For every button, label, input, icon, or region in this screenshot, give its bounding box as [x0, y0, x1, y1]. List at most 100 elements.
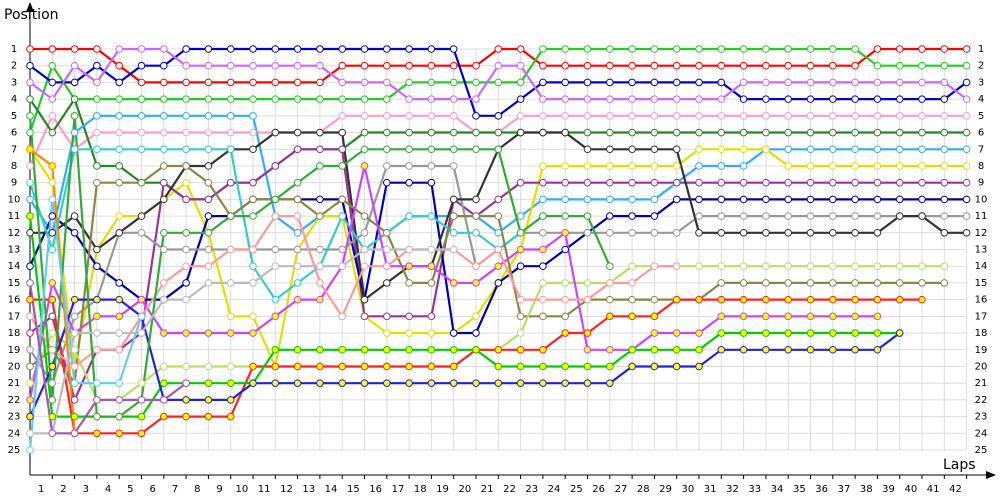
point — [338, 145, 347, 154]
x-tick-label: 6 — [149, 484, 155, 495]
point — [70, 228, 79, 237]
point — [717, 45, 726, 53]
x-axis-arrow — [986, 471, 996, 479]
point — [48, 329, 57, 337]
point — [137, 312, 146, 321]
point — [962, 128, 971, 137]
point — [249, 61, 257, 70]
point — [695, 162, 703, 170]
point — [405, 329, 413, 337]
point — [851, 95, 859, 103]
point — [539, 95, 547, 103]
point — [851, 45, 859, 53]
point — [383, 95, 391, 103]
point — [516, 95, 525, 103]
point — [182, 162, 190, 170]
point — [539, 178, 547, 187]
point — [829, 95, 837, 103]
point — [293, 279, 302, 287]
point — [405, 379, 413, 387]
x-tick-label: 20 — [458, 484, 471, 495]
point — [895, 295, 904, 304]
point — [115, 412, 123, 421]
y-tick-label-right: 11 — [975, 211, 988, 222]
point — [249, 245, 257, 254]
point — [784, 212, 793, 220]
point — [516, 212, 525, 220]
point — [873, 112, 882, 120]
point — [293, 61, 302, 70]
point — [895, 61, 904, 70]
point — [829, 312, 837, 321]
y-tick-label: 21 — [8, 378, 21, 389]
markers — [26, 45, 971, 454]
point — [717, 95, 726, 103]
point — [829, 279, 837, 287]
point — [784, 78, 793, 87]
point — [561, 78, 570, 87]
point — [784, 61, 793, 70]
point — [829, 61, 837, 70]
point — [226, 178, 235, 187]
x-tick-label: 10 — [235, 484, 248, 495]
point — [628, 45, 636, 53]
point — [405, 128, 413, 137]
y-tick-label-right: 1 — [978, 44, 984, 55]
point — [918, 95, 926, 103]
point — [293, 245, 302, 254]
point — [204, 262, 213, 271]
point — [338, 45, 347, 53]
point — [695, 112, 703, 120]
point — [628, 61, 636, 70]
point — [895, 45, 904, 53]
point — [449, 128, 458, 137]
point — [26, 345, 34, 354]
point — [115, 95, 123, 103]
point — [249, 329, 257, 337]
point — [494, 228, 503, 237]
point — [293, 178, 302, 187]
y-tick-label: 3 — [11, 77, 17, 88]
point — [93, 145, 101, 154]
y-tick-label: 16 — [8, 295, 21, 306]
point — [249, 45, 257, 53]
y-tick-label: 9 — [11, 178, 17, 189]
point — [606, 78, 614, 87]
point — [650, 262, 659, 271]
point — [427, 61, 436, 70]
point — [316, 295, 324, 304]
point — [26, 362, 34, 371]
point — [695, 329, 703, 337]
point — [672, 362, 681, 371]
x-tick-label: 42 — [949, 484, 962, 495]
y-tick-label: 2 — [11, 61, 17, 72]
point — [672, 262, 681, 271]
y-tick-label-right: 20 — [975, 361, 988, 372]
point — [628, 262, 636, 271]
x-tick-label: 8 — [194, 484, 200, 495]
point — [784, 295, 793, 304]
y-tick-label: 12 — [8, 228, 21, 239]
point — [940, 61, 949, 70]
point — [851, 279, 859, 287]
point — [962, 61, 971, 70]
point — [293, 295, 302, 304]
point — [293, 379, 302, 387]
point — [204, 45, 213, 53]
point — [895, 78, 904, 87]
point — [226, 412, 235, 421]
point — [472, 212, 480, 220]
point — [427, 345, 436, 354]
point — [494, 195, 503, 204]
point — [829, 45, 837, 53]
point — [70, 61, 79, 70]
y-tick-label-right: 17 — [975, 311, 988, 322]
point — [561, 212, 570, 220]
point — [561, 279, 570, 287]
point — [606, 345, 614, 354]
x-tick-label: 11 — [258, 484, 271, 495]
point — [204, 396, 213, 404]
point — [918, 128, 926, 137]
point — [405, 262, 413, 271]
point — [182, 295, 190, 304]
